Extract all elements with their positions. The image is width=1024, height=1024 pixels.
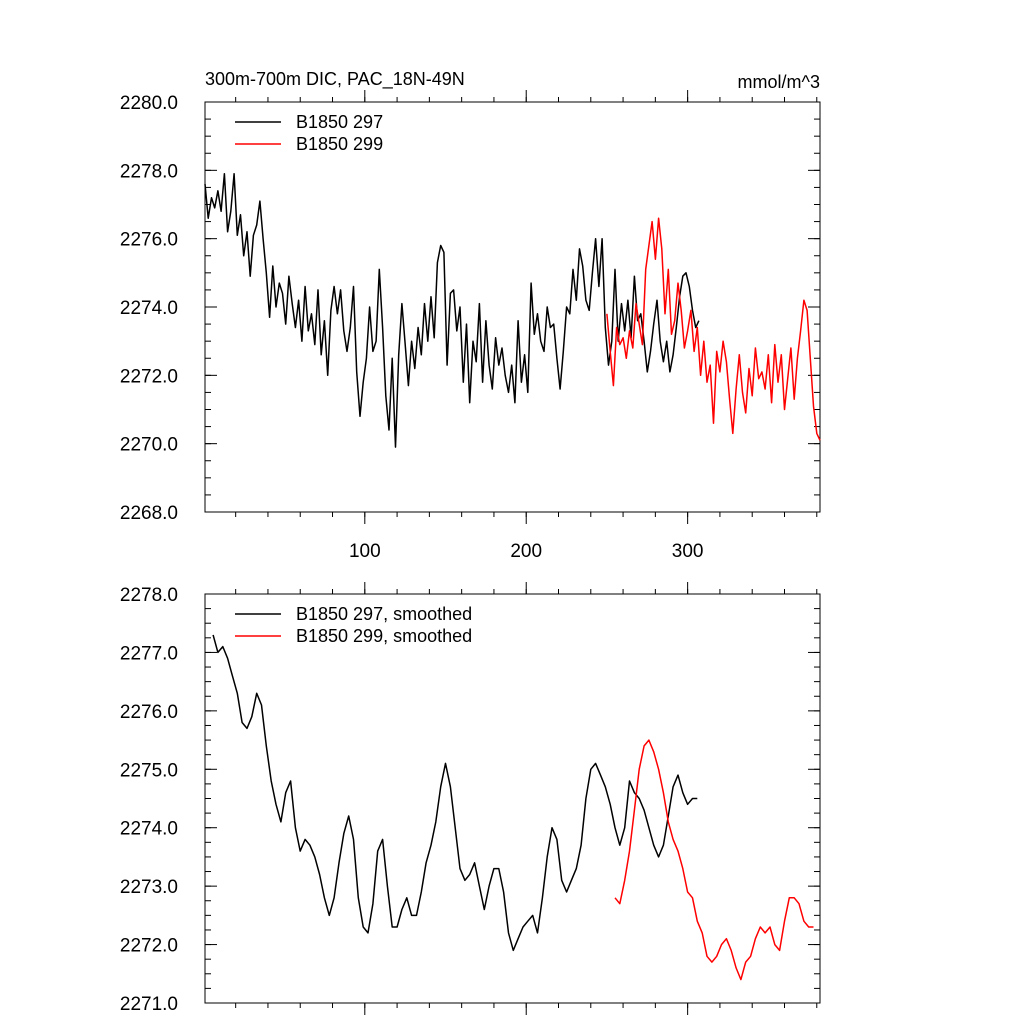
y-tick-label: 2268.0	[120, 503, 178, 524]
legend-label: B1850 297, smoothed	[296, 604, 472, 624]
x-tick-label: 100	[349, 541, 381, 562]
chart-title: 300m-700m DIC, PAC_18N-49N	[205, 69, 465, 90]
y-tick-label: 2278.0	[120, 585, 178, 606]
x-tick-label: 300	[672, 541, 704, 562]
series-line-1	[212, 634, 698, 952]
y-tick-label: 2272.0	[120, 366, 178, 387]
legend-label: B1850 297	[296, 112, 383, 132]
top-panel: 2268.0 2270.0 2272.0 2274.0 2276.0 2278.0 2280…	[120, 69, 821, 562]
series-line-2	[606, 217, 821, 441]
y-tick-label: 2270.0	[120, 435, 178, 456]
series-line-2	[614, 739, 814, 981]
series-line-1	[204, 172, 700, 448]
legend-label: B1850 299, smoothed	[296, 626, 472, 646]
y-tick-label: 2280.0	[120, 93, 178, 114]
x-tick-label: 200	[510, 541, 542, 562]
y-tick-label: 2274.0	[120, 819, 178, 840]
y-tick-label: 2277.0	[120, 643, 178, 664]
y-tick-label: 2272.0	[120, 936, 178, 957]
y-tick-label: 2274.0	[120, 298, 178, 319]
units-label: mmol/m^3	[738, 72, 820, 92]
y-tick-label: 2278.0	[120, 161, 178, 182]
y-tick-label: 2271.0	[120, 994, 178, 1015]
y-tick-label: 2273.0	[120, 877, 178, 898]
y-tick-label: 2276.0	[120, 702, 178, 723]
y-tick-label: 2276.0	[120, 230, 178, 251]
y-tick-label: 2275.0	[120, 760, 178, 781]
bottom-panel: 2271.0 2272.0 2273.0 2274.0 2275.0 2276.0 2277…	[120, 582, 821, 1015]
legend-label: B1850 299	[296, 134, 383, 154]
